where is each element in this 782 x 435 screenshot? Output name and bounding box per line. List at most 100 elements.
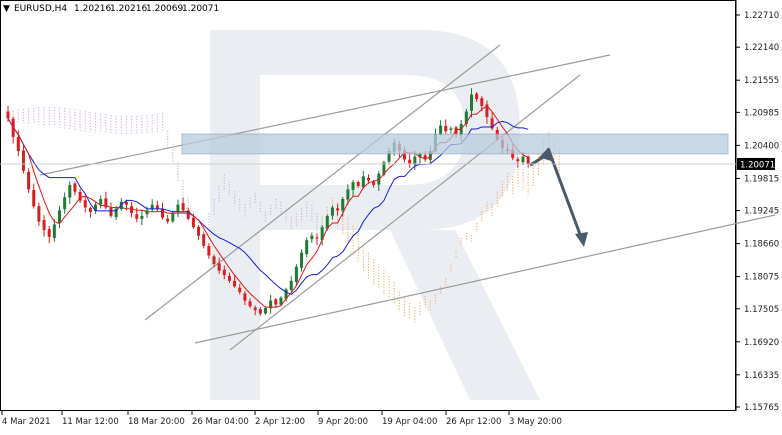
candle-body [217, 263, 221, 271]
candle-body [470, 94, 473, 111]
current-price-label: 1.20071 [740, 160, 775, 170]
candle-body [114, 208, 118, 218]
candle-body [325, 215, 329, 229]
candle-body [330, 207, 334, 216]
candle-body [83, 200, 87, 208]
candle-body [449, 128, 453, 130]
candle-body [351, 182, 355, 190]
x-tick-label: 3 May 20:00 [509, 417, 562, 427]
candle-body [27, 171, 31, 190]
y-tick-label: 1.16920 [744, 338, 779, 348]
candle-body [387, 151, 391, 162]
candle-body [423, 155, 427, 160]
header-low: 1.20069 [146, 4, 183, 14]
candle-body [94, 204, 98, 212]
candle-body [109, 207, 113, 216]
candle-body [6, 111, 10, 119]
candle-body [227, 275, 231, 281]
y-tick-label: 1.19815 [744, 174, 779, 184]
trend-line [229, 74, 581, 351]
resistance-zone [181, 133, 729, 155]
header-open: 1.20216 [74, 4, 111, 14]
candle-body [99, 199, 103, 205]
candle-body [264, 307, 267, 314]
x-tick-label: 11 Mar 12:00 [62, 417, 119, 427]
candle-body [130, 206, 134, 214]
x-tick-label: 2 Apr 12:00 [255, 417, 305, 427]
candle-body [403, 150, 407, 160]
price-axis: 1.22710 1.22140 1.21555 1.20985 1.20400 1.198… [0, 11, 779, 413]
x-tick-label: 4 Mar 2021 [2, 417, 50, 427]
candle-body [171, 213, 175, 222]
candle-body [253, 307, 257, 311]
candle-body [58, 210, 61, 223]
candle-body [166, 218, 170, 222]
header-triangle-icon: ▼ [3, 4, 10, 14]
candle-body [32, 189, 36, 207]
candle-body [145, 210, 149, 215]
candle-body [356, 182, 360, 187]
x-tick-label: 19 Apr 04:00 [382, 417, 437, 427]
header-high: 1.20216 [110, 4, 147, 14]
candle-body [439, 125, 443, 135]
candle-body [258, 309, 262, 314]
candle-body [269, 300, 273, 309]
candle-body [372, 181, 376, 185]
candle-body [119, 201, 123, 210]
candle-body [526, 156, 530, 165]
candle-body [212, 256, 216, 264]
candle-body [367, 178, 370, 181]
candle-body [521, 156, 525, 163]
candle-body [73, 183, 77, 192]
y-tick-label: 1.21555 [744, 76, 779, 86]
trend-line [39, 54, 611, 176]
candle-body [88, 208, 92, 212]
candle-body [490, 118, 494, 129]
candle-body [428, 151, 432, 160]
candle-body [78, 191, 82, 201]
forecast-arrow-down [546, 147, 583, 238]
candle-body [294, 266, 298, 282]
candle-body [459, 123, 463, 136]
candle-body [248, 301, 252, 307]
time-axis: 4 Mar 2021 11 Mar 12:00 18 Mar 20:00 26 Mar… [1, 411, 562, 427]
y-tick-label: 1.20400 [744, 141, 779, 151]
candle-body [150, 204, 154, 210]
y-tick-label: 1.22140 [744, 43, 779, 53]
candle-body [305, 240, 309, 255]
candle-body [222, 269, 226, 276]
candle-body [315, 237, 319, 239]
y-tick-label: 1.22710 [744, 11, 779, 21]
forecast-arrow-down-head [575, 231, 588, 247]
candle-body [464, 111, 468, 124]
header-close: 1.20071 [182, 4, 219, 14]
candle-body [135, 214, 139, 219]
candle-body [68, 184, 72, 198]
annotations [181, 133, 729, 247]
y-tick-label: 1.15765 [744, 403, 779, 413]
candle-body [104, 198, 108, 208]
candle-body [279, 297, 283, 305]
y-tick-label: 1.19245 [744, 207, 779, 217]
candle-body [124, 201, 128, 205]
candle-body [233, 280, 237, 287]
candle-body [243, 293, 247, 301]
candle-body [361, 176, 365, 188]
y-tick-label: 1.18660 [744, 240, 779, 250]
candle-body [418, 153, 422, 158]
trend-lines [39, 44, 776, 351]
candle-body [480, 98, 484, 106]
candle-body [341, 199, 345, 211]
candle-body [336, 208, 340, 211]
candle-body [408, 159, 412, 164]
candle-body [475, 93, 479, 100]
candle-body [42, 219, 46, 231]
candle-body [284, 289, 288, 299]
candle-body [289, 280, 293, 290]
candle-body [202, 234, 206, 246]
x-tick-label: 26 Apr 12:00 [446, 417, 501, 427]
trend-line [144, 44, 501, 321]
candle-body [310, 235, 314, 240]
